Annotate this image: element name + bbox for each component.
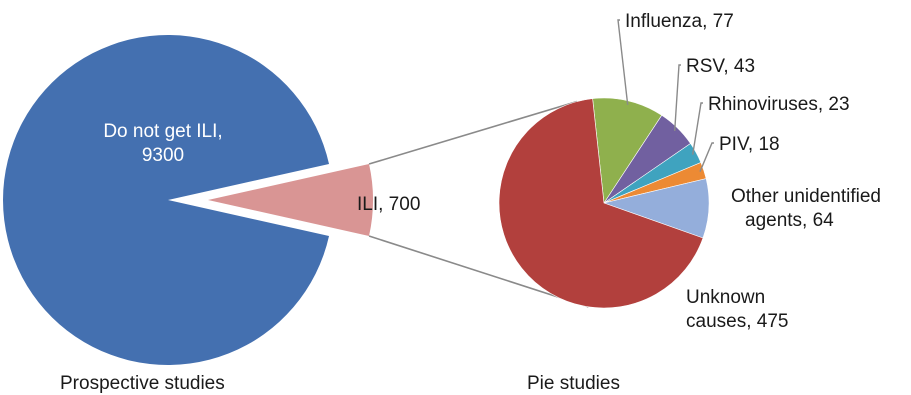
leader-rsv — [674, 64, 681, 131]
label-unknown-causes: Unknown causes, 475 — [686, 287, 788, 332]
connector-bottom — [368, 235, 589, 308]
label-rhinoviruses-line: Rhinoviruses, 23 — [708, 94, 850, 115]
label-rsv: RSV, 43 — [686, 56, 755, 77]
label-other-unidentified-agents: Other unidentified agents, 64 — [731, 186, 881, 231]
leader-rhinoviruses — [692, 102, 703, 155]
slice-labels: Do not get ILI, 9300 ILI, 700 Influenza, 77… — [103, 11, 881, 332]
slice-unknown-causes — [498, 98, 704, 309]
label-influenza-line: Influenza, 77 — [625, 11, 734, 32]
label-do-not-get-ili-line: Do not get ILI, — [103, 121, 222, 142]
label-unknown-causes-line: Unknown — [686, 287, 765, 308]
label-other-unidentified-agents-line: agents, 64 — [745, 210, 834, 231]
slice-ili — [208, 164, 374, 236]
connector-top — [368, 100, 578, 165]
label-do-not-get-ili: Do not get ILI, 9300 — [103, 121, 222, 166]
slice-influenza — [592, 97, 663, 204]
label-piv: PIV, 18 — [719, 134, 780, 155]
label-piv-line: PIV, 18 — [719, 134, 780, 155]
pie-studies-pie — [498, 97, 710, 309]
right-pie-caption: Pie studies — [527, 373, 620, 394]
prospective-studies-pie — [3, 35, 374, 366]
label-ili-line: ILI, 700 — [357, 194, 420, 215]
leader-lines — [617, 19, 714, 172]
left-pie-caption: Prospective studies — [60, 373, 225, 394]
label-ili: ILI, 700 — [357, 194, 420, 215]
label-do-not-get-ili-line: 9300 — [142, 145, 184, 166]
label-rhinoviruses: Rhinoviruses, 23 — [708, 94, 850, 115]
leader-influenza — [617, 19, 629, 105]
label-influenza: Influenza, 77 — [625, 11, 734, 32]
label-rsv-line: RSV, 43 — [686, 56, 755, 77]
leader-piv — [699, 142, 714, 172]
connector-lines — [368, 100, 589, 308]
label-unknown-causes-line: causes, 475 — [686, 311, 788, 332]
label-other-unidentified-agents-line: Other unidentified — [731, 186, 881, 207]
slice-do-not-get-ili — [3, 35, 330, 366]
